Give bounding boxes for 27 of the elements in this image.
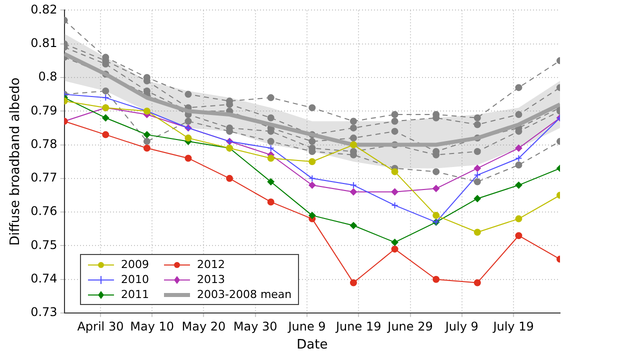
y-tick-label: 0.73 — [30, 305, 58, 320]
y-tick-label: 0.75 — [30, 238, 58, 252]
y-tick-label: 0.78 — [30, 136, 58, 151]
legend-label: 2013 — [197, 273, 225, 286]
x-tick-label: June 19 — [335, 319, 382, 334]
legend-label: 2009 — [121, 258, 149, 271]
x-tick-label: May 30 — [233, 319, 278, 334]
y-tick-label: 0.74 — [30, 271, 58, 286]
x-tick-label: April 30 — [77, 319, 124, 334]
legend-label: 2012 — [197, 258, 225, 271]
legend-label: 2003-2008 mean — [197, 288, 292, 301]
y-tick-label: 0.8 — [38, 70, 58, 84]
x-tick-label: June 9 — [287, 319, 326, 334]
y-tick-label: 0.79 — [30, 103, 58, 118]
y-axis-title: Diffuse broadband albedo — [8, 78, 24, 246]
x-tick-label: May 10 — [130, 319, 174, 334]
x-axis-title: Date — [296, 338, 328, 353]
legend-label: 2011 — [121, 288, 149, 301]
legend-label: 2010 — [121, 273, 149, 286]
x-tick-label: May 20 — [182, 319, 226, 334]
y-tick-label: 0.76 — [30, 204, 58, 218]
x-tick-label: June 29 — [386, 319, 433, 334]
x-tick-label: July 19 — [492, 319, 534, 334]
y-tick-label: 0.77 — [30, 170, 58, 185]
y-tick-label: 0.81 — [30, 36, 58, 50]
x-tick-label: July 9 — [444, 319, 478, 334]
y-tick-label: 0.82 — [30, 2, 58, 16]
